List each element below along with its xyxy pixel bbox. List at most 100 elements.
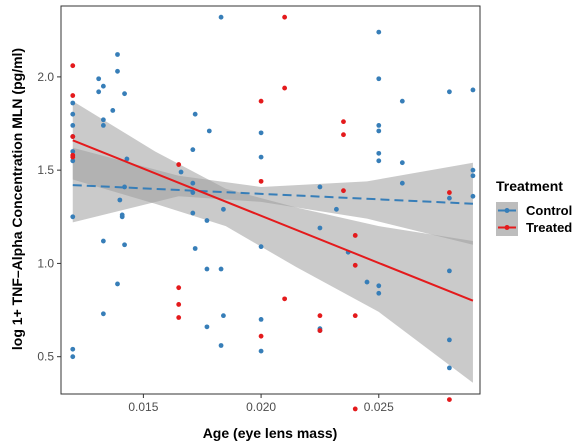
point-control (218, 266, 224, 272)
point-control (258, 154, 264, 160)
point-control (190, 180, 196, 186)
point-control (376, 128, 382, 134)
x-axis: 0.015 0.020 0.025 (128, 394, 394, 414)
point-control (470, 167, 476, 173)
point-control (190, 210, 196, 216)
point-control (115, 52, 120, 57)
point-control (376, 283, 382, 289)
point-control (115, 68, 120, 74)
x-tick-label: 0.020 (246, 400, 276, 414)
legend-label-treated: Treated (526, 220, 572, 235)
point-control (376, 158, 382, 164)
point-control (218, 14, 224, 20)
point-control (192, 111, 198, 117)
point-control (110, 108, 116, 113)
point-control (70, 122, 76, 128)
point-control (258, 244, 264, 250)
point-control (446, 365, 452, 371)
point-treated (282, 296, 288, 302)
legend-item-treated: Treated (496, 219, 572, 236)
point-treated (446, 190, 452, 195)
point-control (190, 147, 196, 153)
point-control (446, 268, 452, 274)
point-treated (352, 233, 358, 238)
legend-key-control-point (504, 208, 510, 213)
y-axis-title: log 1+ TNF–Alpha Concentration MLN (pg/m… (9, 48, 25, 350)
point-control (399, 160, 405, 166)
point-control (470, 87, 476, 93)
point-treated (176, 302, 182, 307)
point-control (70, 346, 76, 352)
point-control (115, 281, 120, 287)
point-control (218, 343, 224, 348)
point-control (258, 130, 264, 136)
legend-label-control: Control (526, 203, 572, 218)
point-control (100, 117, 106, 123)
point-control (446, 337, 452, 343)
y-tick-label: 1.0 (37, 256, 54, 270)
y-axis: 0.5 1.0 1.5 2.0 (37, 70, 61, 364)
point-control (70, 354, 76, 360)
legend-key-treated-point (504, 225, 510, 230)
point-control (317, 225, 323, 231)
ci-band-control (72, 147, 473, 245)
point-control (376, 290, 382, 296)
point-control (364, 279, 370, 285)
x-tick-label: 0.015 (128, 400, 158, 414)
point-control (70, 158, 76, 164)
point-control (376, 150, 382, 156)
point-control (376, 29, 382, 35)
point-control (334, 206, 339, 212)
point-control (317, 184, 323, 190)
point-control (70, 214, 76, 220)
point-treated (317, 328, 323, 333)
point-control (206, 128, 212, 134)
point-treated (352, 406, 358, 412)
point-treated (282, 85, 288, 91)
y-tick-label: 1.5 (37, 163, 54, 177)
point-treated (70, 93, 76, 98)
point-control (470, 173, 476, 179)
point-treated (317, 313, 323, 319)
point-control (122, 91, 127, 97)
point-control (470, 193, 476, 199)
point-control (221, 313, 226, 319)
point-control (258, 348, 264, 354)
fit-line-control (72, 184, 473, 205)
point-control (221, 206, 226, 212)
point-control (192, 246, 198, 251)
x-tick-label: 0.025 (364, 400, 394, 414)
point-treated (176, 285, 182, 291)
legend: Treatment Control Treated (496, 178, 572, 236)
point-treated (341, 119, 346, 125)
point-control (100, 238, 106, 244)
legend-title: Treatment (496, 178, 563, 194)
point-control (204, 324, 210, 330)
point-control (70, 149, 76, 154)
data-points (70, 14, 476, 412)
x-axis-title: Age (eye lens mass) (203, 425, 338, 441)
point-control (204, 218, 210, 223)
point-control (96, 76, 102, 82)
point-treated (341, 132, 346, 138)
point-treated (258, 178, 264, 184)
ci-band-treated (72, 101, 473, 383)
point-control (122, 242, 127, 248)
point-treated (341, 188, 346, 194)
point-treated (352, 313, 358, 319)
fit-line-treated (72, 139, 474, 302)
legend-item-control: Control (496, 202, 572, 219)
point-control (119, 212, 125, 218)
point-control (399, 180, 405, 186)
point-control (100, 83, 106, 89)
point-control (117, 197, 123, 203)
point-control (124, 156, 130, 162)
y-tick-label: 0.5 (37, 350, 54, 364)
point-treated (352, 262, 358, 268)
point-control (70, 100, 76, 106)
point-control (446, 89, 452, 95)
point-control (100, 122, 106, 128)
point-treated (258, 333, 264, 339)
y-tick-label: 2.0 (37, 70, 54, 84)
point-treated (70, 154, 76, 160)
